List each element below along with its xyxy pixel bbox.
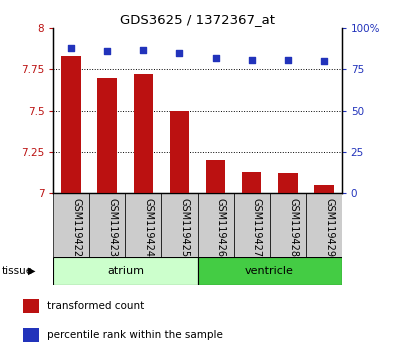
Bar bbox=[23, 299, 40, 313]
Bar bbox=[53, 193, 89, 257]
Bar bbox=[169, 111, 189, 193]
Bar bbox=[89, 193, 126, 257]
Text: GSM119422: GSM119422 bbox=[72, 198, 82, 257]
Text: GSM119424: GSM119424 bbox=[144, 198, 154, 257]
Bar bbox=[62, 56, 81, 193]
Bar bbox=[98, 78, 117, 193]
Text: tissue: tissue bbox=[2, 266, 33, 276]
Point bbox=[104, 48, 111, 54]
Bar bbox=[134, 74, 153, 193]
Text: GSM119425: GSM119425 bbox=[180, 198, 190, 257]
Bar bbox=[23, 328, 40, 342]
Point bbox=[176, 50, 182, 56]
Title: GDS3625 / 1372367_at: GDS3625 / 1372367_at bbox=[120, 13, 275, 26]
Text: ▶: ▶ bbox=[28, 266, 36, 276]
Bar bbox=[198, 193, 233, 257]
Text: GSM119426: GSM119426 bbox=[216, 198, 226, 257]
Bar bbox=[126, 193, 162, 257]
Bar bbox=[242, 172, 261, 193]
Bar bbox=[206, 160, 226, 193]
Text: GSM119427: GSM119427 bbox=[252, 198, 262, 257]
Bar bbox=[233, 193, 270, 257]
Text: GSM119428: GSM119428 bbox=[288, 198, 298, 257]
Bar bbox=[270, 193, 306, 257]
Text: ventricle: ventricle bbox=[245, 266, 294, 276]
Point bbox=[213, 55, 219, 61]
Text: atrium: atrium bbox=[107, 266, 144, 276]
Bar bbox=[314, 185, 333, 193]
Text: percentile rank within the sample: percentile rank within the sample bbox=[47, 330, 222, 340]
Bar bbox=[198, 257, 342, 285]
Point bbox=[140, 47, 147, 52]
Point bbox=[284, 57, 291, 62]
Text: GSM119429: GSM119429 bbox=[324, 198, 334, 257]
Text: transformed count: transformed count bbox=[47, 301, 144, 311]
Bar bbox=[53, 257, 198, 285]
Bar bbox=[306, 193, 342, 257]
Text: GSM119423: GSM119423 bbox=[108, 198, 118, 257]
Point bbox=[320, 58, 327, 64]
Point bbox=[248, 57, 255, 62]
Point bbox=[68, 45, 75, 51]
Bar bbox=[278, 173, 297, 193]
Bar bbox=[162, 193, 198, 257]
